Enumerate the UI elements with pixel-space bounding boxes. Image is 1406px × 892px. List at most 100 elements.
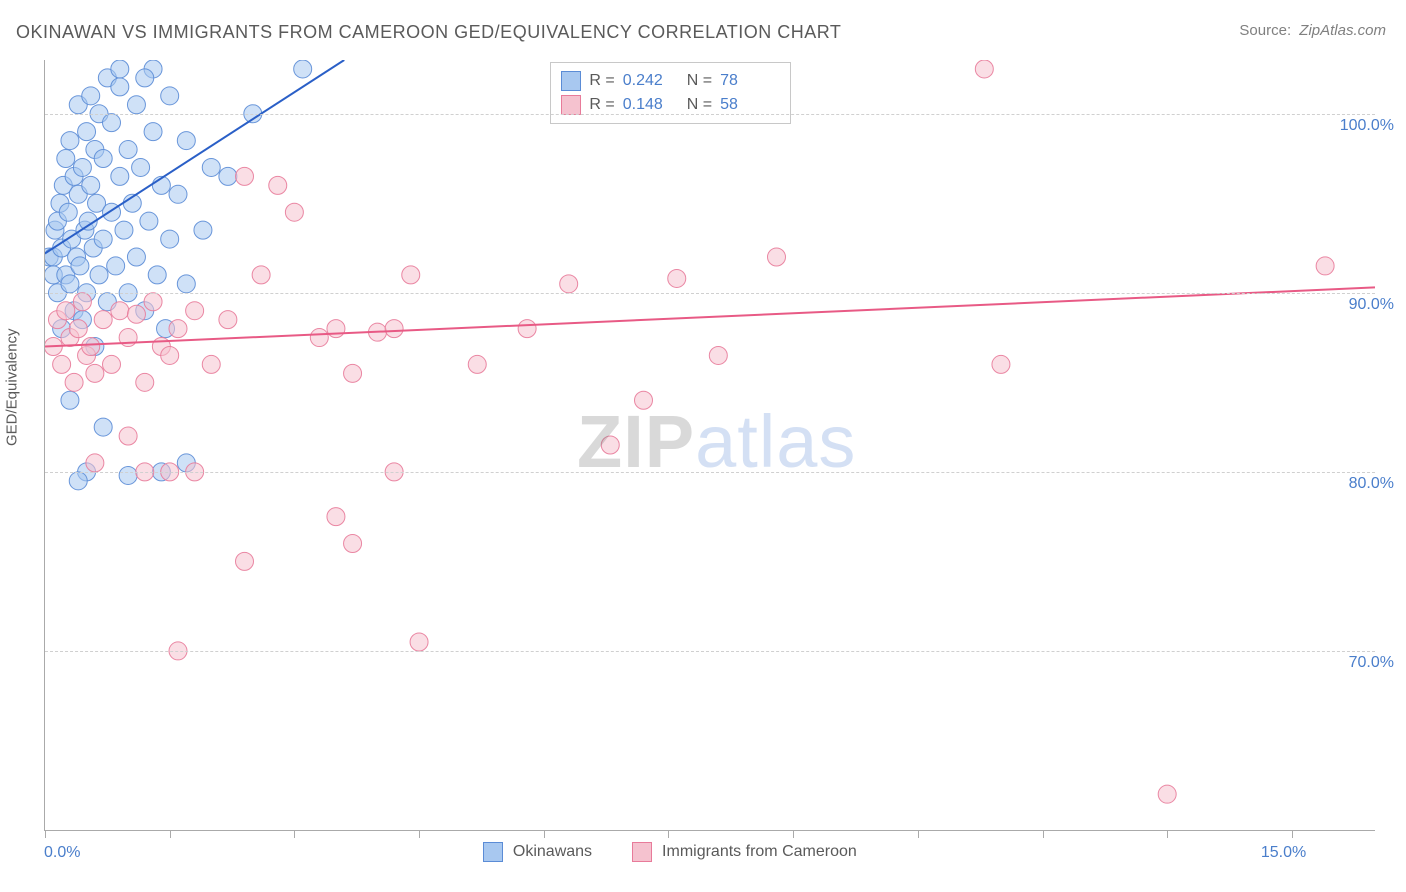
x-tick [1292,830,1293,838]
data-point [82,338,100,356]
data-point [136,69,154,87]
gridline [45,651,1375,652]
x-tick [170,830,171,838]
data-point [202,355,220,373]
x-tick [1043,830,1044,838]
legend-n-label: N = [687,72,712,90]
data-point [186,302,204,320]
data-point [294,60,312,78]
legend-swatch [561,71,581,91]
legend-n-value: 78 [720,72,776,90]
data-point [136,373,154,391]
data-point [65,373,83,391]
data-point [86,454,104,472]
data-point [1316,257,1334,275]
data-point [94,418,112,436]
legend-r-label: R = [589,96,614,114]
data-point [61,275,79,293]
data-point [327,320,345,338]
series-legend: OkinawansImmigrants from Cameroon [483,842,887,862]
data-point [668,269,686,287]
source-attribution: Source: ZipAtlas.com [1239,22,1386,39]
data-point [344,364,362,382]
data-point [385,320,403,338]
data-point [111,78,129,96]
data-point [94,149,112,167]
data-point [169,185,187,203]
data-point [975,60,993,78]
data-point [560,275,578,293]
data-point [161,230,179,248]
data-point [169,320,187,338]
data-point [127,248,145,266]
data-point [119,466,137,484]
x-tick [45,830,46,838]
data-point [768,248,786,266]
source-value: ZipAtlas.com [1299,22,1386,39]
data-point [119,141,137,159]
data-point [161,346,179,364]
legend-swatch [632,842,652,862]
gridline [45,114,1375,115]
data-point [410,633,428,651]
data-point [71,257,89,275]
data-point [177,132,195,150]
data-point [69,472,87,490]
y-tick-label: 80.0% [1349,475,1394,493]
data-point [1158,785,1176,803]
data-point [90,266,108,284]
chart-svg [45,60,1375,830]
data-point [111,60,129,78]
data-point [61,391,79,409]
x-tick [1167,830,1168,838]
data-point [107,257,125,275]
data-point [127,96,145,114]
trend-line [45,287,1375,346]
data-point [236,167,254,185]
data-point [635,391,653,409]
data-point [194,221,212,239]
data-point [82,176,100,194]
data-point [219,311,237,329]
x-tick-label: 0.0% [44,844,80,862]
data-point [518,320,536,338]
plot-area: ZIPatlas R =0.242N =78R =0.148N =58 [44,60,1375,831]
data-point [132,158,150,176]
data-point [94,311,112,329]
data-point [86,364,104,382]
data-point [103,114,121,132]
data-point [219,167,237,185]
data-point [115,221,133,239]
y-tick-label: 100.0% [1340,117,1394,135]
y-axis-label: GED/Equivalency [4,328,21,446]
data-point [468,355,486,373]
data-point [285,203,303,221]
data-point [53,355,71,373]
data-point [161,87,179,105]
data-point [78,123,96,141]
data-point [709,346,727,364]
data-point [94,230,112,248]
data-point [140,212,158,230]
data-point [148,266,166,284]
data-point [103,355,121,373]
legend-swatch [561,95,581,115]
gridline [45,472,1375,473]
data-point [82,87,100,105]
data-point [402,266,420,284]
data-point [57,302,75,320]
data-point [202,158,220,176]
x-tick [544,830,545,838]
data-point [236,552,254,570]
legend-r-value: 0.242 [623,72,679,90]
data-point [127,305,145,323]
x-tick [668,830,669,838]
x-tick [419,830,420,838]
data-point [111,167,129,185]
data-point [73,158,91,176]
data-point [57,149,75,167]
legend-r-value: 0.148 [623,96,679,114]
legend-swatch [483,842,503,862]
chart-title: OKINAWAN VS IMMIGRANTS FROM CAMEROON GED… [16,22,841,43]
y-tick-label: 70.0% [1349,654,1394,672]
